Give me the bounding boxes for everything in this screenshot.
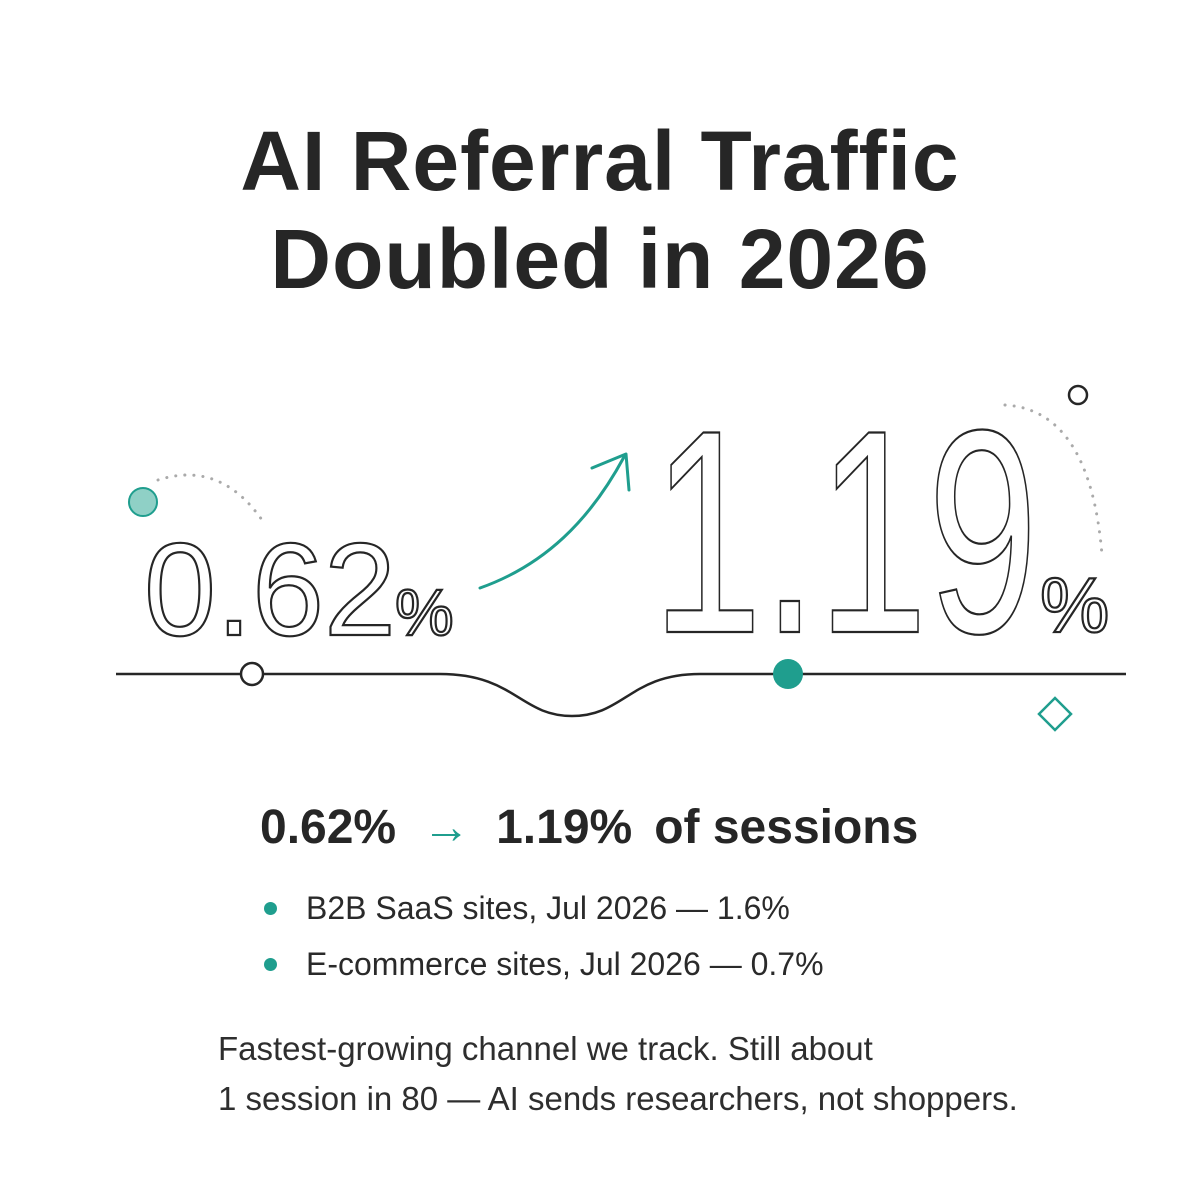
list-item: E-commerce sites, Jul 2026 — 0.7% xyxy=(262,936,824,992)
summary-arrow-icon: → xyxy=(422,801,471,854)
headline-line-1: AI Referral Traffic xyxy=(240,114,960,208)
dotted-arc-left xyxy=(156,473,264,522)
summary-before: 0.62% xyxy=(260,801,397,854)
summary-suffix: of sessions xyxy=(654,801,919,854)
footnote-line-1: Fastest-growing channel we track. Still … xyxy=(218,1030,873,1067)
after-value-outline: 1.19 xyxy=(652,370,1038,694)
list-item-text: B2B SaaS sites, Jul 2026 — 1.6% xyxy=(306,890,790,926)
list-item: B2B SaaS sites, Jul 2026 — 1.6% xyxy=(262,880,824,936)
footnote-line-2: 1 session in 80 — AI sends researchers, … xyxy=(218,1080,1018,1117)
footnote: Fastest-growing channel we track. Still … xyxy=(218,1024,1018,1124)
growth-arrow-icon xyxy=(478,455,626,590)
list-item-text: E-commerce sites, Jul 2026 — 0.7% xyxy=(306,946,824,982)
dotted-arc-right xyxy=(1003,403,1104,557)
small-circle-decoration xyxy=(1067,384,1089,406)
headline: AI Referral Traffic Doubled in 2026 xyxy=(0,112,1200,308)
growth-arrowhead xyxy=(590,452,631,492)
timeline-marker-before xyxy=(239,661,265,687)
diamond-icon xyxy=(1037,696,1073,732)
summary-line: 0.62% → 1.19% of sessions xyxy=(260,796,918,860)
accent-circle-decoration xyxy=(128,487,158,517)
stat-illustration: 0.62 % 1.19 % xyxy=(116,370,1126,732)
after-percent-outline: % xyxy=(1040,561,1109,649)
headline-line-2: Doubled in 2026 xyxy=(270,212,930,306)
summary-after: 1.19% xyxy=(496,801,633,854)
breakdown-list: B2B SaaS sites, Jul 2026 — 1.6% E-commer… xyxy=(262,880,824,992)
bullet-dot-icon xyxy=(264,958,277,971)
bullet-dot-icon xyxy=(264,902,277,915)
before-value-outline: 0.62 xyxy=(144,516,396,663)
timeline-marker-after xyxy=(773,659,803,689)
timeline-line xyxy=(116,672,1126,718)
before-percent-outline: % xyxy=(395,575,454,649)
